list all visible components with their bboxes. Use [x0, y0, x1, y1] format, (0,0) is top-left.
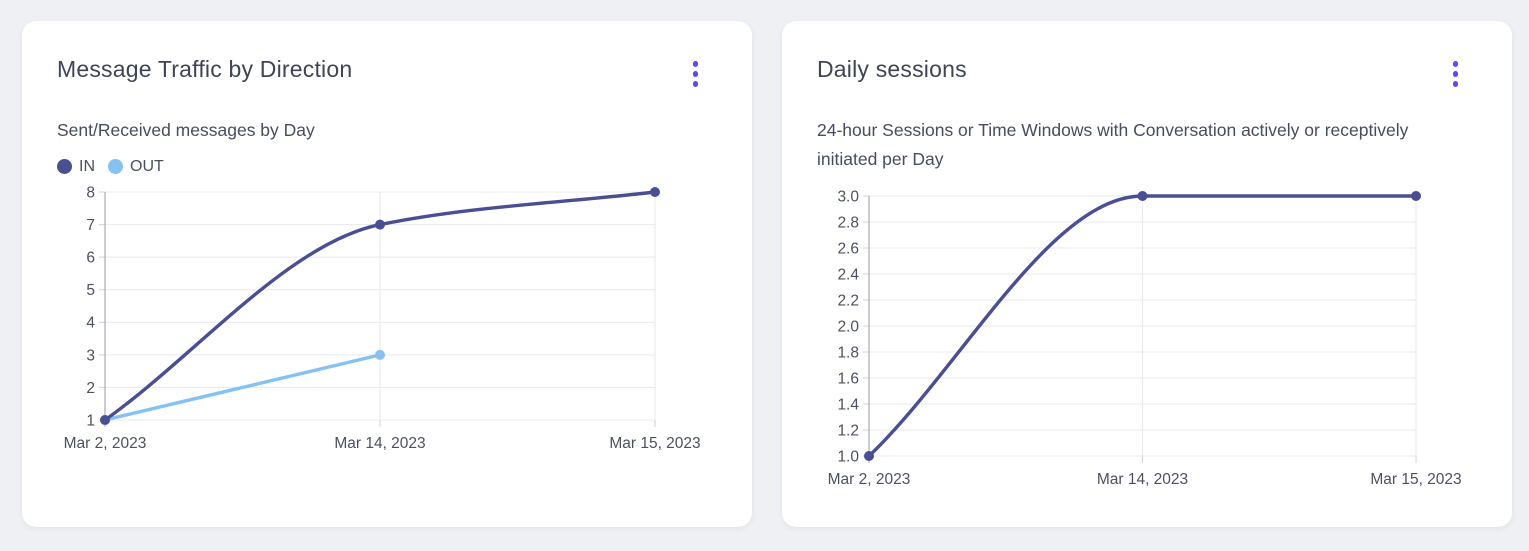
legend-label: OUT: [130, 157, 164, 175]
y-tick-label: 1.4: [837, 397, 859, 414]
y-tick-label: 1: [86, 412, 95, 429]
y-tick-label: 5: [86, 282, 95, 299]
y-tick-label: 1.0: [837, 449, 859, 466]
legend-item-in[interactable]: IN: [57, 158, 95, 176]
y-tick-label: 1.8: [837, 345, 859, 362]
y-tick-label: 4: [86, 315, 95, 332]
series-line-daily-sessions: [867, 194, 1418, 458]
card-title: Message Traffic by Direction: [57, 56, 353, 82]
x-tick-label: Mar 14, 2023: [1097, 471, 1188, 488]
card-header: Daily sessions: [817, 55, 1466, 91]
x-tick-label: Mar 2, 2023: [828, 471, 911, 488]
card-menu-button[interactable]: [685, 57, 707, 91]
y-tick-label: 2.0: [837, 319, 859, 336]
y-tick-label: 6: [86, 249, 95, 266]
y-tick-label: 1.2: [837, 423, 859, 440]
kebab-menu-icon: [1452, 61, 1458, 87]
card-subtitle: Sent/Received messages by Day: [57, 119, 315, 140]
data-point-daily-sessions[interactable]: [864, 451, 874, 462]
x-tick-label: Mar 15, 2023: [1370, 471, 1461, 488]
y-tick-label: 2.8: [837, 215, 859, 232]
y-tick-label: 2.4: [837, 267, 859, 284]
card-subtitle: 24-hour Sessions or Time Windows with Co…: [817, 119, 1409, 169]
line-chart-daily-sessions: 1.0 1.2 1.4 1.6 1.8 2.0 2.2 2.4 2.6 2.8 3.0 Mar 2, …: [828, 189, 1462, 489]
y-tick-label: 7: [86, 217, 95, 234]
x-tick-label: Mar 2, 2023: [64, 435, 147, 452]
card-menu-button[interactable]: [1445, 57, 1467, 91]
card-message-traffic: Message Traffic by Direction Sent/Receiv…: [22, 21, 752, 527]
y-tick-label: 1.6: [837, 371, 859, 388]
data-point-daily-sessions[interactable]: [1411, 191, 1421, 202]
y-tick-label: 3: [86, 347, 95, 364]
card-daily-sessions: Daily sessions 24-hour Sessions or Time …: [782, 21, 1512, 527]
data-point-daily-sessions[interactable]: [1137, 191, 1148, 202]
line-chart-message-traffic: 1 2 3 4 5 6 7 8 Mar 2, 2023 Mar 14, 2023 Mar 15, 2…: [64, 184, 701, 452]
y-tick-label: 8: [86, 184, 95, 201]
data-point-in[interactable]: [100, 414, 110, 425]
x-tick-label: Mar 14, 2023: [334, 435, 425, 452]
data-point-out[interactable]: [375, 349, 385, 360]
card-header: Message Traffic by Direction: [57, 55, 706, 91]
card-title: Daily sessions: [817, 56, 967, 82]
data-point-in[interactable]: [375, 219, 385, 230]
data-point-in[interactable]: [650, 186, 660, 197]
x-tick-label: Mar 15, 2023: [609, 435, 700, 452]
legend-item-out[interactable]: OUT: [108, 158, 164, 176]
y-tick-label: 2: [86, 380, 95, 397]
y-tick-label: 2.2: [837, 293, 859, 310]
y-tick-label: 3.0: [837, 189, 859, 206]
kebab-menu-icon: [692, 61, 698, 87]
legend-label: IN: [79, 157, 95, 175]
chart-legend: IN OUT: [57, 158, 706, 176]
legend-dot-icon: [108, 159, 123, 175]
legend-dot-icon: [57, 159, 72, 175]
series-line-out: [103, 353, 382, 422]
y-tick-label: 2.6: [837, 241, 859, 258]
